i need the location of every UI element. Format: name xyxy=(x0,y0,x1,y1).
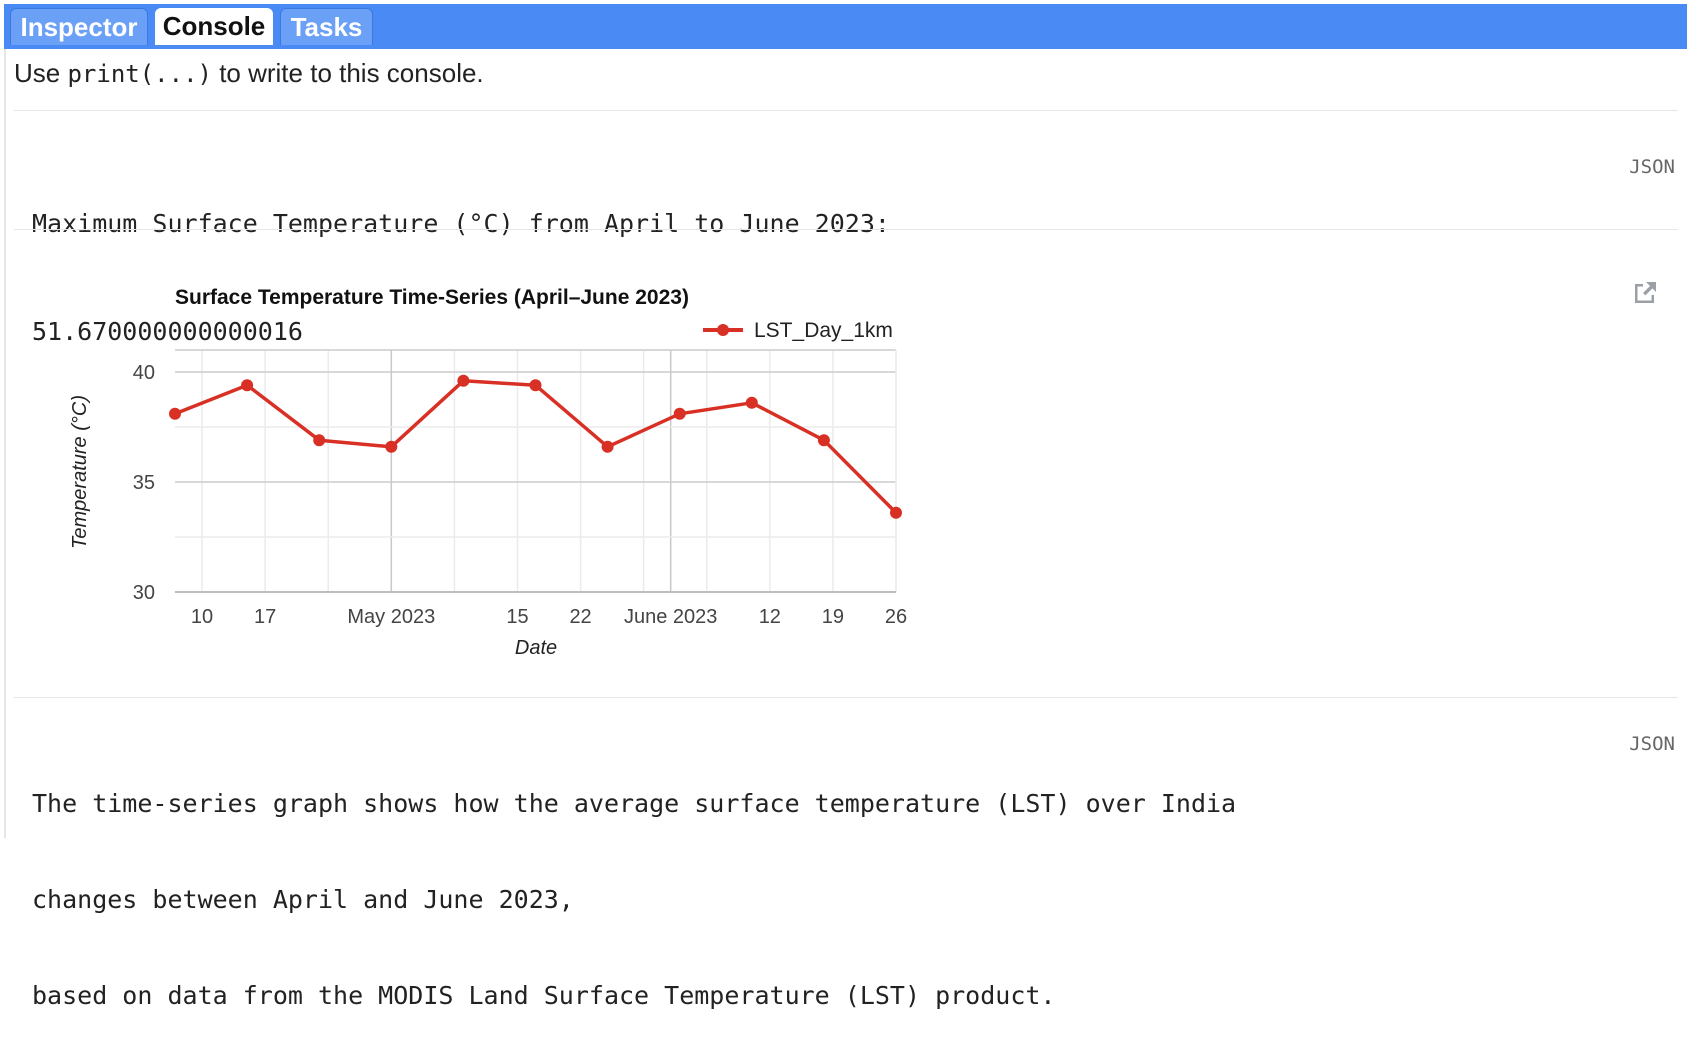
output-line: changes between April and June 2023, xyxy=(32,885,574,914)
separator xyxy=(14,229,1678,230)
x-axis-label: Date xyxy=(515,637,557,659)
data-point xyxy=(817,434,830,447)
separator xyxy=(14,697,1678,698)
output-line: Maximum Surface Temperature (°C) from Ap… xyxy=(32,209,890,238)
console-hint: Use print(...) to write to this console. xyxy=(14,58,484,89)
series-line-lst-day-1km xyxy=(174,379,898,515)
y-axis-label: Temperature (°C) xyxy=(69,395,91,549)
console-output-description: The time-series graph shows how the aver… xyxy=(32,724,1236,1044)
hint-prefix: Use xyxy=(14,58,68,88)
tab-console[interactable]: Console xyxy=(155,8,273,45)
x-tick-label: May 2023 xyxy=(347,606,435,628)
y-tick-label: 35 xyxy=(133,472,155,494)
tab-tasks[interactable]: Tasks xyxy=(280,8,373,45)
data-point xyxy=(601,440,614,453)
data-point xyxy=(385,440,398,453)
hint-suffix: to write to this console. xyxy=(211,58,484,88)
output-line: The time-series graph shows how the aver… xyxy=(32,789,1237,818)
x-tick-label: 15 xyxy=(506,606,528,628)
output-value: 51.670000000000016 xyxy=(32,317,303,346)
data-point xyxy=(745,396,758,409)
data-point xyxy=(890,506,902,519)
x-tick-label: 26 xyxy=(885,606,907,628)
x-tick-label: 10 xyxy=(191,606,213,628)
x-tick-label: 17 xyxy=(254,606,276,628)
data-point xyxy=(169,407,181,420)
data-point xyxy=(673,407,686,420)
y-tick-label: 30 xyxy=(133,582,155,604)
x-tick-label: 12 xyxy=(759,606,781,628)
console-output-max-temp: Maximum Surface Temperature (°C) from Ap… xyxy=(32,134,890,386)
output-line: based on data from the MODIS Land Surfac… xyxy=(32,981,1056,1010)
x-tick-label: 19 xyxy=(822,606,844,628)
tab-inspector[interactable]: Inspector xyxy=(10,8,148,45)
data-point xyxy=(313,434,326,447)
x-tick-label: 22 xyxy=(569,606,591,628)
x-tick-label: June 2023 xyxy=(624,606,717,628)
open-in-new-icon[interactable] xyxy=(1630,278,1660,308)
separator xyxy=(14,110,1678,111)
panel-border xyxy=(4,49,6,838)
hint-code: print(...) xyxy=(67,60,212,88)
json-button[interactable]: JSON xyxy=(1629,733,1675,755)
json-button[interactable]: JSON xyxy=(1629,156,1675,178)
